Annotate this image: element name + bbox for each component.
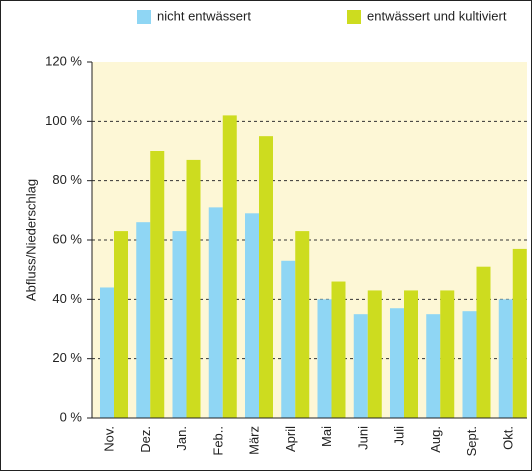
y-tick-label: 100 %	[45, 113, 82, 128]
x-tick-label: Juni	[355, 426, 370, 450]
x-tick-label: Juli	[392, 426, 407, 446]
bar	[222, 115, 237, 419]
legend-label: nicht entwässert	[157, 8, 251, 23]
x-tick-label: Okt.	[500, 426, 515, 450]
bar	[498, 299, 513, 418]
bar	[259, 136, 273, 418]
x-tick-label: Jan.	[174, 426, 189, 451]
bar	[281, 260, 296, 418]
x-tick-label: Feb..	[210, 426, 225, 456]
bar	[186, 159, 201, 418]
bar	[331, 281, 346, 418]
bar	[462, 311, 477, 418]
x-tick-label: Sept.	[464, 426, 479, 456]
x-tick-label: Nov.	[102, 426, 117, 452]
bar	[150, 151, 165, 418]
legend-swatch	[137, 10, 151, 24]
bar	[367, 290, 382, 418]
bar	[317, 299, 332, 418]
x-tick-label: April	[283, 426, 298, 452]
bar	[353, 314, 368, 418]
bar	[172, 231, 187, 418]
y-tick-label: 20 %	[52, 350, 82, 365]
x-tick-label: Aug.	[428, 426, 443, 453]
bar	[208, 207, 223, 418]
bar	[426, 314, 441, 418]
bar	[114, 231, 128, 418]
y-tick-label: 0 %	[60, 409, 83, 424]
bar	[136, 222, 151, 418]
legend-label: entwässert und kultiviert	[367, 8, 507, 23]
y-tick-label: 40 %	[52, 291, 82, 306]
x-tick-label: Mai	[319, 426, 334, 447]
bar	[245, 213, 259, 418]
bar	[390, 308, 404, 418]
bar	[476, 266, 491, 418]
y-axis-label: Abfluss/Niederschlag	[23, 179, 38, 301]
x-tick-label: März	[247, 426, 262, 455]
legend-swatch	[347, 10, 361, 24]
x-tick-label: Dez.	[138, 426, 153, 453]
bar	[295, 231, 310, 418]
y-tick-label: 80 %	[52, 172, 82, 187]
bar	[404, 290, 418, 418]
y-tick-label: 120 %	[45, 53, 82, 68]
bar	[100, 287, 114, 418]
bar	[440, 290, 455, 418]
y-tick-label: 60 %	[52, 231, 82, 246]
bar	[512, 248, 527, 418]
